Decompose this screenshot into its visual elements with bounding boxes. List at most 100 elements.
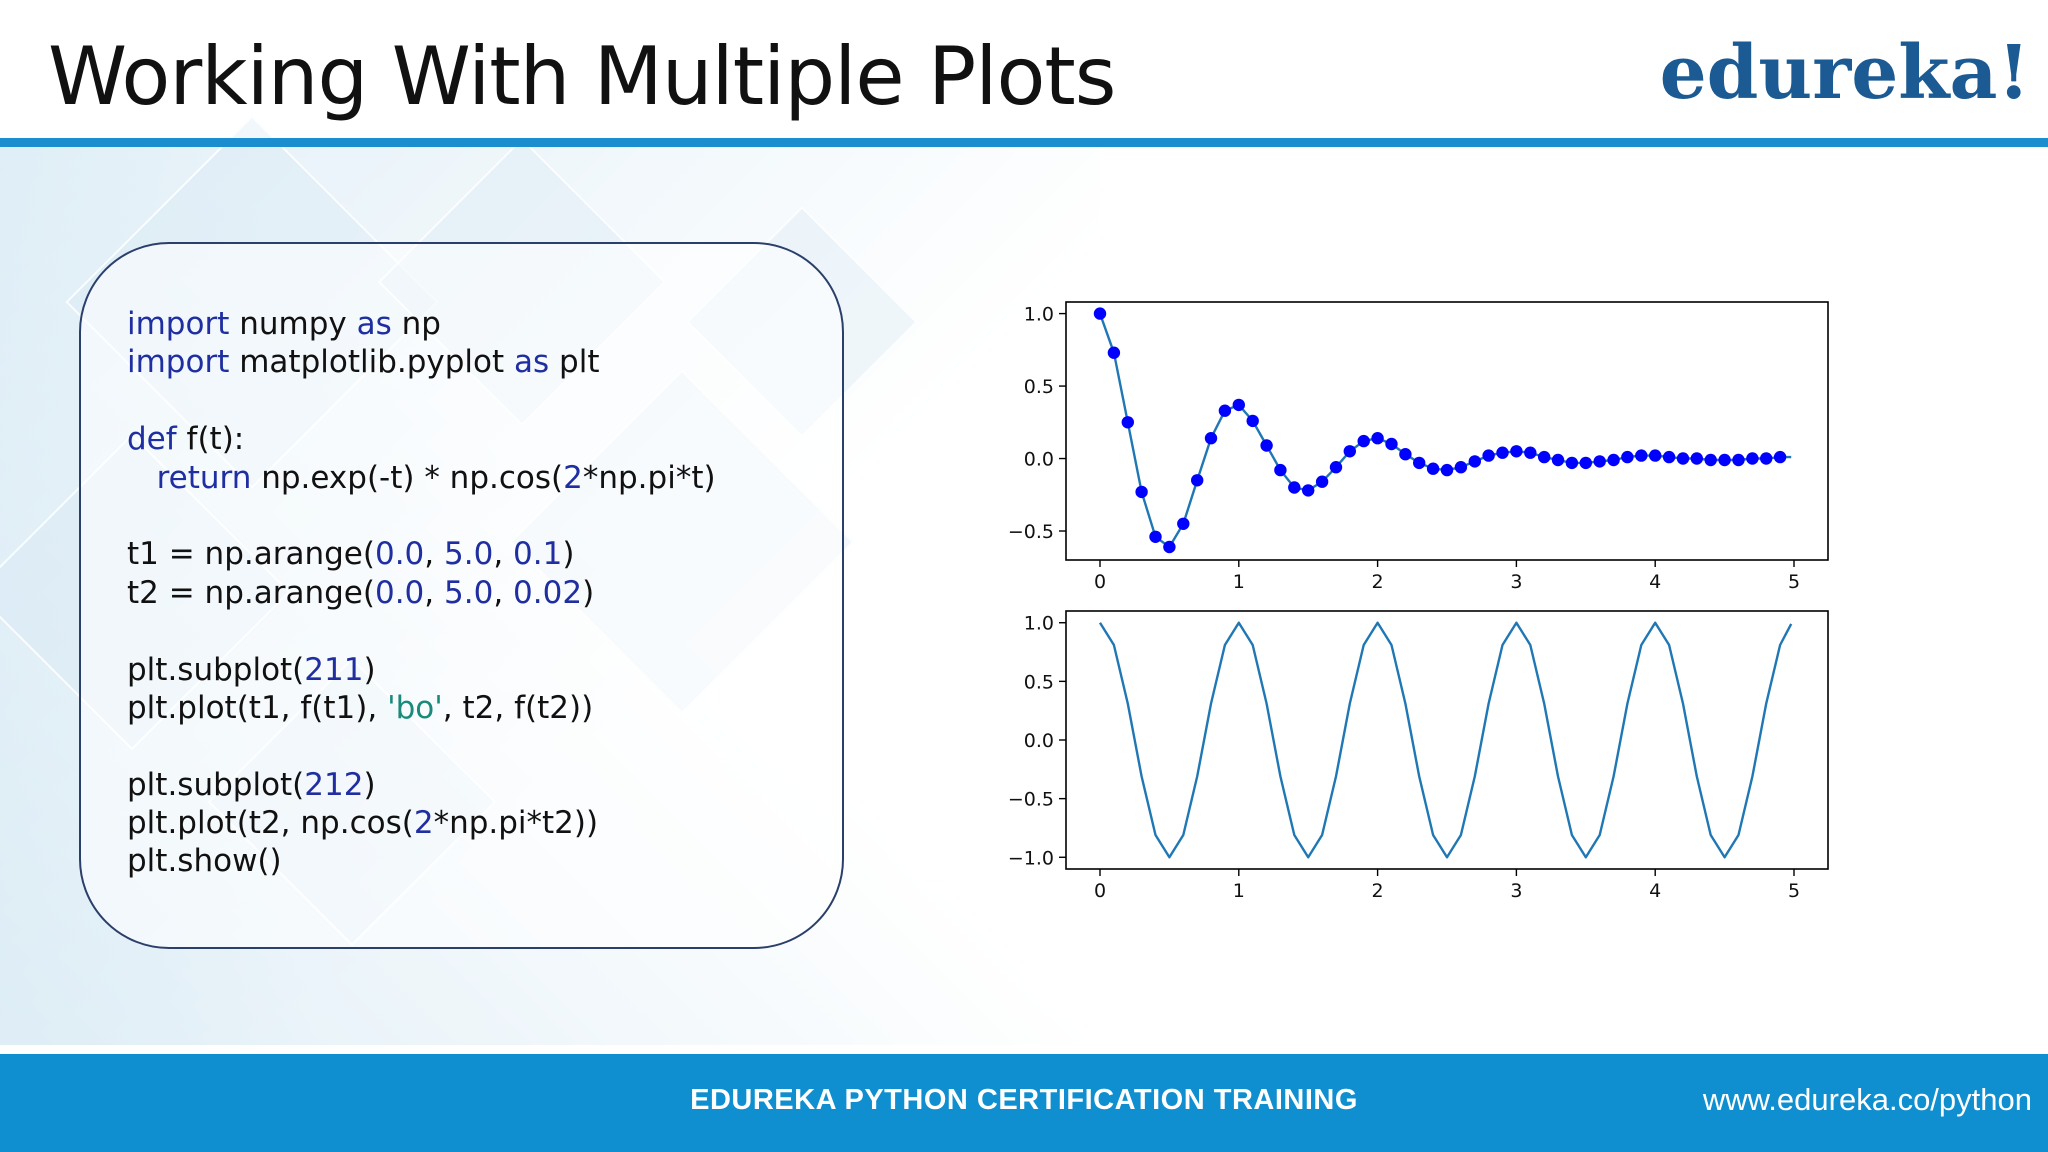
subplot-2: 0 1 2 3 4 5 −1.0 −0.5 0.0 0.5 1.0 [1008,610,1829,902]
slide-title: Working With Multiple Plots [48,30,1116,123]
data-point-marker [1232,398,1245,412]
x-tick-label: 0 [1094,571,1106,593]
code-token: 211 [304,651,364,688]
data-point-marker [1593,455,1606,468]
code-token: , [493,574,514,611]
x-tick-label: 2 [1372,880,1384,902]
code-line [127,727,716,765]
data-point-marker [1385,437,1398,451]
code-token: f(t): [176,421,245,458]
code-token: t2 = np.arange( [127,574,375,611]
code-token: as [514,344,550,381]
data-point-marker [1135,485,1148,499]
edureka-logo: edureka! [1659,30,2030,116]
y-tick-label: 0.5 [1024,671,1054,693]
axes-frame [1065,301,1829,561]
code-token: , [424,574,445,611]
data-point-marker [1468,455,1481,468]
code-token: ) [582,574,595,611]
series-line [1098,313,1792,549]
code-token [127,460,157,496]
code-token: ) [363,766,376,803]
code-token: 'bo' [387,689,443,726]
data-point-marker [1746,452,1759,465]
x-tick-label: 1 [1233,571,1245,593]
y-tick-label: −0.5 [1008,789,1054,811]
code-token: def [127,421,177,458]
data-point-marker [1565,456,1579,470]
code-token: , [493,536,514,573]
x-tick-label: 5 [1788,571,1800,593]
code-line: t2 = np.arange(0.0, 5.0, 0.02) [127,574,716,612]
code-token: 0.1 [513,536,563,573]
code-token: 5.0 [444,574,494,611]
y-tick-label: 1.0 [1024,304,1054,326]
x-tick-label: 3 [1510,880,1522,902]
data-point-marker [1107,346,1121,359]
footer-url[interactable]: www.edureka.co/python [1702,1082,2032,1117]
y-tick-label: −0.5 [1008,521,1054,543]
code-line: return np.exp(-t) * np.cos(2*np.pi*t) [127,459,716,497]
subplot-1: 0 1 2 3 4 5 −0.5 0.0 0.5 1.0 [1008,301,1829,593]
data-point-marker [1760,452,1773,465]
subplot-figure: 0 1 2 3 4 5 −0.5 0.0 0.5 1.0 0 1 2 3 4 5 −1.0 −0.5 0.0 0.5 1… [1008,301,1829,902]
series-line [1098,621,1793,859]
code-listing: import numpy as np import matplotlib.pypl… [127,305,716,881]
header-divider [0,138,2048,147]
data-point-marker [1399,448,1412,461]
code-line [127,497,716,535]
code-token: *np.pi*t2)) [433,805,599,842]
data-point-marker [1163,540,1176,554]
code-token: , t2, f(t2)) [442,689,594,726]
data-point-marker [1524,446,1537,459]
data-point-marker [1426,462,1440,475]
code-token: plt [549,344,600,381]
data-point-marker [1510,445,1523,458]
data-point-marker [1662,450,1676,464]
x-tick-label: 2 [1372,571,1384,593]
data-point-marker [1676,452,1690,465]
code-token: as [356,306,392,342]
data-point-marker [1482,449,1495,462]
code-line [127,612,716,650]
data-point-marker [1579,456,1592,470]
data-point-marker [1177,517,1190,530]
y-tick-label: 1.0 [1024,613,1054,635]
y-tick-label: 0.0 [1024,730,1054,752]
data-point-marker [1371,432,1384,445]
data-point-marker [1246,414,1259,428]
code-line: plt.subplot(211) [127,651,716,689]
data-point-marker [1607,453,1620,467]
code-token: return [156,459,252,496]
data-point-marker [1274,463,1287,477]
data-point-marker [1773,450,1787,464]
code-token: matplotlib.pyplot [229,344,515,381]
data-point-marker [1649,449,1662,462]
code-line [127,382,716,420]
data-point-marker [1538,450,1551,464]
y-tick-label: −1.0 [1008,847,1054,869]
x-tick-label: 3 [1510,571,1522,593]
data-point-marker [1302,484,1315,497]
code-line: plt.show() [127,842,716,880]
code-token: 2 [413,805,434,842]
y-tick-label: 0.5 [1024,376,1054,398]
code-token: np.exp(-t) * np.cos( [251,459,564,496]
code-line: plt.plot(t1, f(t1), 'bo', t2, f(t2)) [127,689,716,727]
x-tick-label: 4 [1649,571,1661,593]
code-token: 0.02 [513,574,583,611]
y-tick-label: 0.0 [1024,449,1054,471]
data-point-marker [1690,452,1703,465]
code-token: t1 = np.arange( [127,536,375,573]
data-point-marker [1315,475,1329,488]
code-token: 0.0 [374,574,425,611]
code-line: t1 = np.arange(0.0, 5.0, 0.1) [127,535,716,573]
code-token: , [424,536,445,573]
code-token: import [127,306,230,342]
axes-frame [1065,610,1829,870]
x-tick-label: 0 [1094,880,1106,902]
x-tick-label: 1 [1233,880,1245,902]
data-point-marker [1121,416,1134,429]
data-point-marker [1191,474,1204,487]
code-token: plt.subplot( [127,651,305,688]
